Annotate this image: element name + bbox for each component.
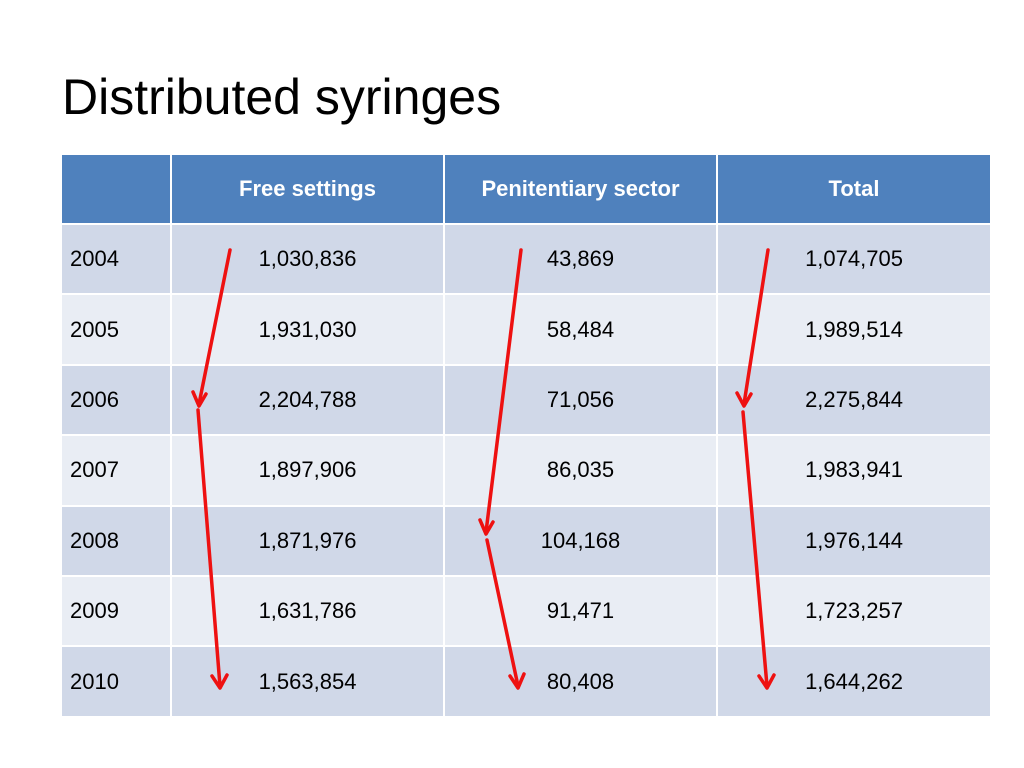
- table-row: 2008 1,871,976 104,168 1,976,144: [60, 504, 992, 577]
- header-cell-penitentiary-sector: Penitentiary sector: [443, 153, 718, 225]
- free-settings-cell: 1,897,906: [170, 434, 445, 507]
- year-cell: 2004: [60, 222, 172, 296]
- table-row: 2010 1,563,854 80,408 1,644,262: [60, 645, 992, 718]
- slide-title: Distributed syringes: [62, 69, 502, 125]
- syringes-table: Free settings Penitentiary sector Total …: [60, 153, 992, 718]
- free-settings-cell: 1,931,030: [170, 293, 445, 366]
- free-settings-cell: 1,871,976: [170, 504, 445, 577]
- total-cell: 2,275,844: [716, 363, 992, 437]
- free-settings-cell: 1,563,854: [170, 645, 445, 718]
- free-settings-cell: 2,204,788: [170, 363, 445, 437]
- year-cell: 2007: [60, 434, 172, 507]
- penitentiary-cell: 86,035: [443, 434, 718, 507]
- total-cell: 1,976,144: [716, 504, 992, 577]
- total-cell: 1,983,941: [716, 434, 992, 507]
- header-cell-total: Total: [716, 153, 992, 225]
- penitentiary-cell: 91,471: [443, 574, 718, 648]
- total-cell: 1,644,262: [716, 645, 992, 718]
- header-cell-year: [60, 153, 172, 225]
- header-row: Free settings Penitentiary sector Total: [60, 153, 992, 225]
- total-cell: 1,723,257: [716, 574, 992, 648]
- table-row: 2006 2,204,788 71,056 2,275,844: [60, 363, 992, 437]
- table-row: 2007 1,897,906 86,035 1,983,941: [60, 434, 992, 507]
- total-cell: 1,989,514: [716, 293, 992, 366]
- penitentiary-cell: 71,056: [443, 363, 718, 437]
- free-settings-cell: 1,030,836: [170, 222, 445, 296]
- penitentiary-cell: 104,168: [443, 504, 718, 577]
- free-settings-cell: 1,631,786: [170, 574, 445, 648]
- year-cell: 2010: [60, 645, 172, 718]
- penitentiary-cell: 43,869: [443, 222, 718, 296]
- penitentiary-cell: 80,408: [443, 645, 718, 718]
- year-cell: 2006: [60, 363, 172, 437]
- table-row: 2004 1,030,836 43,869 1,074,705: [60, 222, 992, 296]
- year-cell: 2005: [60, 293, 172, 366]
- total-cell: 1,074,705: [716, 222, 992, 296]
- penitentiary-cell: 58,484: [443, 293, 718, 366]
- table-row: 2009 1,631,786 91,471 1,723,257: [60, 574, 992, 648]
- header-cell-free-settings: Free settings: [170, 153, 445, 225]
- year-cell: 2009: [60, 574, 172, 648]
- year-cell: 2008: [60, 504, 172, 577]
- table-row: 2005 1,931,030 58,484 1,989,514: [60, 293, 992, 366]
